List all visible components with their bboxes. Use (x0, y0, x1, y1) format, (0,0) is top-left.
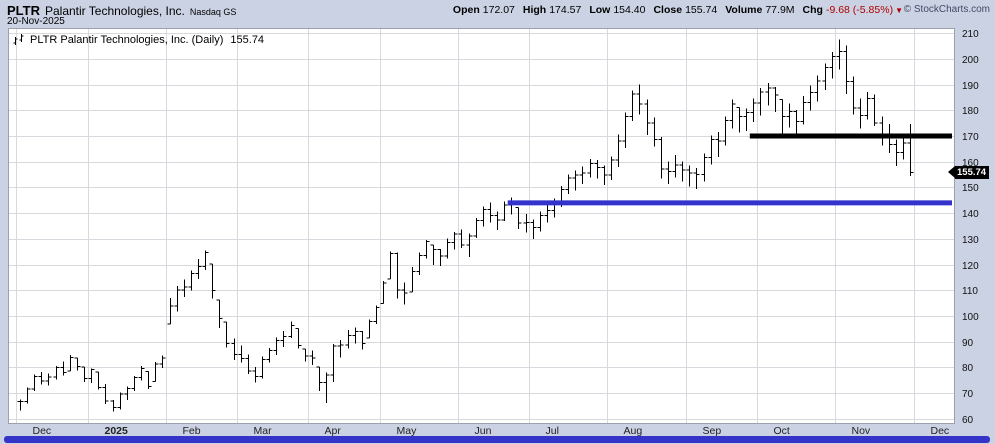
svg-text:200: 200 (962, 55, 979, 66)
svg-text:210: 210 (962, 29, 979, 40)
overlay-close-value: 155.74 (230, 34, 265, 46)
exchange-name: Nasdaq GS (189, 7, 237, 17)
ohlc-stats-items: Open 172.07 High 174.57 Low 154.40 Close 155.74… (445, 4, 893, 16)
svg-text:70: 70 (962, 389, 974, 400)
stat-value: 174.57 (549, 4, 582, 16)
price-tag-arrow-icon (948, 166, 955, 179)
svg-text:180: 180 (962, 106, 979, 117)
overlay-title: PLTR Palantir Technologies, Inc. (Daily) (30, 34, 224, 46)
svg-text:110: 110 (962, 286, 978, 297)
stat-value: -9.68 (-5.85%) (825, 4, 894, 16)
stat-label: Close (653, 4, 683, 16)
stat-label: Low (589, 4, 611, 16)
svg-text:100: 100 (962, 312, 979, 323)
change-down-arrow-icon: ▼ (895, 6, 903, 15)
svg-text:140: 140 (962, 209, 979, 220)
svg-text:Jun: Jun (475, 425, 492, 437)
svg-text:May: May (397, 425, 418, 437)
stat-value: 77.9M (765, 4, 795, 16)
grid-lines (9, 29, 954, 423)
stat-value: 154.40 (613, 4, 646, 16)
month-labels: Dec 2025 Feb Mar Apr May Jun Jul Aug Sep Oct Nov Dec (33, 425, 950, 437)
title-block: PLTR Palantir Technologies, Inc. Nasdaq GS (7, 2, 236, 20)
svg-text:Apr: Apr (325, 425, 342, 437)
svg-text:190: 190 (962, 81, 979, 92)
svg-text:90: 90 (962, 338, 974, 349)
svg-text:Dec: Dec (931, 425, 950, 437)
support-line (507, 200, 952, 206)
svg-text:60: 60 (962, 415, 974, 426)
svg-text:Feb: Feb (183, 425, 201, 437)
svg-text:2025: 2025 (105, 425, 129, 437)
svg-text:Jul: Jul (546, 425, 559, 437)
ohlc-stats: Open 172.07 High 174.57 Low 154.40 Close 155.74… (445, 4, 903, 16)
stat-label: Volume (725, 4, 763, 16)
svg-text:120: 120 (962, 261, 979, 272)
svg-text:Nov: Nov (852, 425, 871, 437)
stat-value: 155.74 (685, 4, 718, 16)
chart-header: PLTR Palantir Technologies, Inc. Nasdaq GS… (0, 0, 995, 28)
stat-label: High (522, 4, 547, 16)
stat-label: Open (452, 4, 480, 16)
svg-text:Dec: Dec (33, 425, 52, 437)
svg-text:130: 130 (962, 235, 979, 246)
price-tag-value: 155.74 (955, 165, 990, 179)
svg-text:160: 160 (962, 158, 979, 169)
svg-text:Mar: Mar (254, 425, 273, 437)
svg-text:Sep: Sep (703, 425, 722, 437)
chart-date: 20-Nov-2025 (7, 16, 65, 27)
y-axis-labels: 60 70 80 90 100 110 120 130 140 150 160 170 180 190 20… (962, 29, 979, 426)
svg-text:150: 150 (962, 183, 979, 194)
support-lines (507, 133, 952, 206)
support-line (749, 133, 952, 139)
last-price-tag: 155.74 (948, 165, 990, 179)
svg-text:170: 170 (962, 132, 979, 143)
company-name: Palantir Technologies, Inc. (44, 4, 185, 18)
svg-text:Aug: Aug (624, 425, 643, 437)
copyright: © StockCharts.com (903, 4, 990, 15)
volume-panel-strip (4, 436, 990, 443)
stat-label: Chg (802, 4, 823, 16)
price-chart-canvas[interactable]: 60 70 80 90 100 110 120 130 140 150 160 170 180 190 20… (8, 28, 995, 442)
svg-text:Oct: Oct (774, 425, 790, 437)
svg-text:80: 80 (962, 363, 974, 374)
plot-area (8, 28, 955, 424)
chart-overlay-label: PLTR Palantir Technologies, Inc. (Daily)… (13, 33, 264, 47)
ohlc-bars-icon (13, 34, 24, 45)
ticker-symbol: PLTR (7, 3, 40, 18)
stat-value: 172.07 (482, 4, 515, 16)
